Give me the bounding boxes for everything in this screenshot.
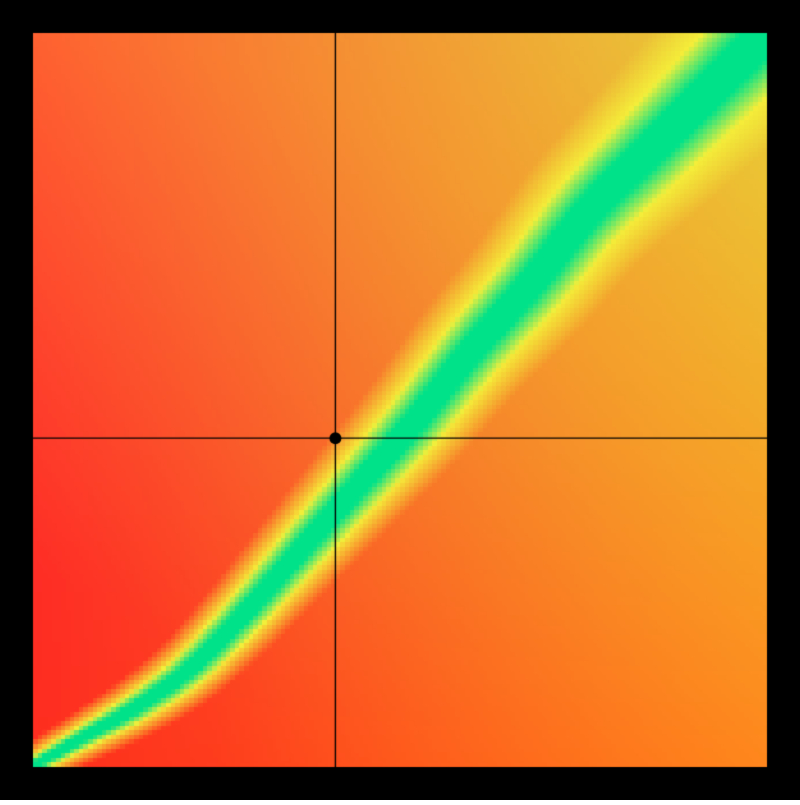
bottleneck-heatmap: TheBottleneck.com (0, 0, 800, 800)
watermark-label: TheBottleneck.com (553, 8, 756, 34)
heatmap-canvas (0, 0, 800, 800)
